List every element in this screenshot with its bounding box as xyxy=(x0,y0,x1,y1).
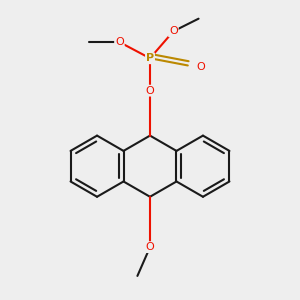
Text: O: O xyxy=(146,85,154,96)
Text: O: O xyxy=(196,62,205,72)
Text: O: O xyxy=(146,242,154,252)
Text: O: O xyxy=(169,26,178,36)
Text: P: P xyxy=(146,53,154,63)
Text: O: O xyxy=(115,37,124,47)
